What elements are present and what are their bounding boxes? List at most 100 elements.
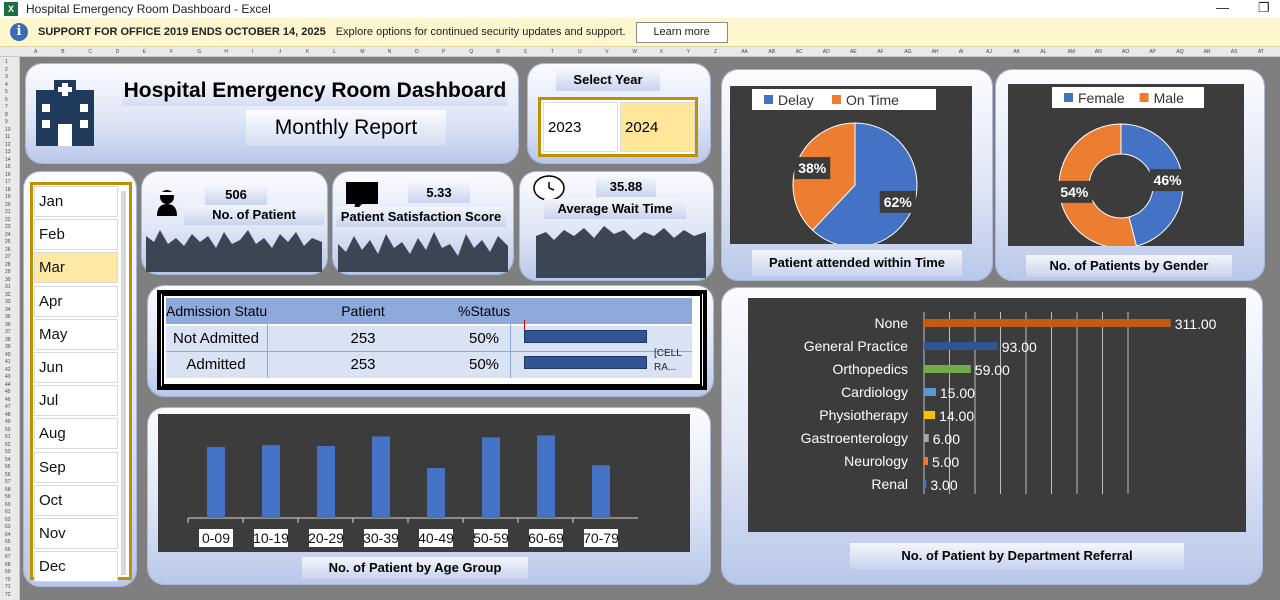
row-header[interactable]: 33 xyxy=(5,299,11,305)
row-header[interactable]: 51 xyxy=(5,434,11,440)
column-header[interactable]: O xyxy=(414,49,419,55)
month-option-may[interactable]: May xyxy=(34,318,118,350)
column-header[interactable]: I xyxy=(251,49,253,55)
month-option-feb[interactable]: Feb xyxy=(34,219,118,251)
row-header[interactable]: 60 xyxy=(5,501,11,508)
column-header[interactable]: AB xyxy=(768,49,776,55)
row-header[interactable]: 53 xyxy=(5,449,11,455)
column-header[interactable]: P xyxy=(442,49,446,55)
row-header[interactable]: 43 xyxy=(5,374,11,380)
row-header[interactable]: 6 xyxy=(5,96,8,103)
month-option-nov[interactable]: Nov xyxy=(34,518,118,549)
column-header[interactable]: D xyxy=(115,49,120,55)
row-header[interactable]: 54 xyxy=(5,456,11,463)
row-header[interactable]: 46 xyxy=(5,396,11,403)
column-header[interactable]: AA xyxy=(741,49,748,55)
row-headers[interactable]: 1 2 3 4 5 6 7 8 9 10 11 12 13 14 15 16 17 18 19 20 21 22 23 24 2… xyxy=(0,57,20,600)
row-header[interactable]: 1 xyxy=(5,59,8,65)
row-header[interactable]: 21 xyxy=(5,209,11,215)
column-header[interactable]: Y xyxy=(686,49,691,55)
column-header[interactable]: AR xyxy=(1203,49,1211,55)
row-header[interactable]: 57 xyxy=(5,479,11,485)
column-header[interactable]: E xyxy=(142,49,147,55)
column-header[interactable]: H xyxy=(224,49,229,55)
row-header[interactable]: 7 xyxy=(5,104,8,110)
row-header[interactable]: 4 xyxy=(5,81,8,88)
row-header[interactable]: 72 xyxy=(5,591,11,598)
row-header[interactable]: 11 xyxy=(5,134,11,140)
row-header[interactable]: 35 xyxy=(5,314,11,320)
column-header[interactable]: J xyxy=(278,49,282,55)
row-header[interactable]: 32 xyxy=(5,291,11,298)
row-header[interactable]: 64 xyxy=(5,531,11,538)
row-header[interactable]: 19 xyxy=(5,194,11,200)
month-option-apr[interactable]: Apr xyxy=(34,285,118,317)
month-option-oct[interactable]: Oct xyxy=(34,484,118,516)
column-header[interactable]: AL xyxy=(1040,49,1047,55)
row-header[interactable]: 69 xyxy=(5,569,11,575)
row-header[interactable]: 47 xyxy=(5,404,11,410)
month-option-jul[interactable]: Jul xyxy=(34,385,118,417)
row-header[interactable]: 27 xyxy=(5,254,11,260)
column-header[interactable]: N xyxy=(387,49,392,55)
column-header[interactable]: X xyxy=(659,49,663,55)
row-header[interactable]: 12 xyxy=(5,141,11,148)
row-header[interactable]: 23 xyxy=(5,224,11,230)
row-header[interactable]: 17 xyxy=(5,179,11,185)
column-header[interactable]: R xyxy=(496,49,501,55)
column-headers[interactable]: A B C D E F G H I J K L M N O P Q R S T U V W X Y Z AA AB AC AD AE AF AG… xyxy=(0,47,1280,57)
row-header[interactable]: 50 xyxy=(5,426,11,433)
column-header[interactable]: M xyxy=(360,49,365,55)
month-option-jun[interactable]: Jun xyxy=(34,352,118,383)
row-header[interactable]: 63 xyxy=(5,524,11,530)
column-header[interactable]: AT xyxy=(1258,49,1265,55)
column-header[interactable]: AJ xyxy=(986,49,992,55)
row-header[interactable]: 61 xyxy=(5,509,11,515)
column-header[interactable]: AH xyxy=(931,49,939,55)
column-header[interactable]: V xyxy=(605,49,609,55)
column-header[interactable]: W xyxy=(632,49,638,55)
row-header[interactable]: 36 xyxy=(5,321,11,328)
column-header[interactable]: L xyxy=(333,49,336,55)
column-header[interactable]: AG xyxy=(904,49,912,55)
month-option-mar[interactable]: Mar xyxy=(34,252,118,284)
row-header[interactable]: 37 xyxy=(5,329,11,335)
row-header[interactable]: 18 xyxy=(5,186,11,193)
column-header[interactable]: K xyxy=(306,49,310,55)
row-header[interactable]: 26 xyxy=(5,246,11,253)
row-header[interactable]: 20 xyxy=(5,201,11,208)
column-header[interactable]: AK xyxy=(1013,49,1020,55)
row-header[interactable]: 31 xyxy=(5,284,11,290)
column-header[interactable]: S xyxy=(523,49,527,55)
row-header[interactable]: 8 xyxy=(5,111,8,118)
column-header[interactable]: AD xyxy=(822,49,830,55)
row-header[interactable]: 16 xyxy=(5,171,11,178)
row-header[interactable]: 38 xyxy=(5,336,11,343)
column-header[interactable]: U xyxy=(578,49,582,55)
row-header[interactable]: 40 xyxy=(5,351,11,358)
row-header[interactable]: 30 xyxy=(5,276,11,283)
row-header[interactable]: 52 xyxy=(5,441,11,448)
row-header[interactable]: 49 xyxy=(5,419,11,425)
column-header[interactable]: AI xyxy=(958,49,964,55)
row-header[interactable]: 13 xyxy=(5,149,11,155)
column-header[interactable]: Q xyxy=(469,49,474,55)
column-header[interactable]: Z xyxy=(714,49,718,55)
row-header[interactable]: 42 xyxy=(5,366,11,373)
column-header[interactable]: AO xyxy=(1122,49,1130,55)
column-header[interactable]: AF xyxy=(877,49,884,55)
row-header[interactable]: 48 xyxy=(5,411,11,418)
row-header[interactable]: 34 xyxy=(5,306,11,313)
restore-icon[interactable]: ❐ xyxy=(1258,0,1270,15)
year-option-2024[interactable]: 2024 xyxy=(620,102,695,152)
row-header[interactable]: 62 xyxy=(5,516,11,523)
row-header[interactable]: 55 xyxy=(5,464,11,470)
row-header[interactable]: 65 xyxy=(5,539,11,545)
year-option-2023[interactable]: 2023 xyxy=(543,102,618,152)
row-header[interactable]: 15 xyxy=(5,164,11,170)
row-header[interactable]: 67 xyxy=(5,554,11,560)
row-header[interactable]: 59 xyxy=(5,494,11,500)
row-header[interactable]: 2 xyxy=(5,66,8,73)
column-header[interactable]: AE xyxy=(850,49,857,55)
row-header[interactable]: 39 xyxy=(5,344,11,350)
